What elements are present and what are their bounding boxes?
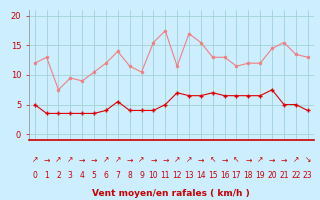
- Text: ↖: ↖: [233, 156, 240, 164]
- Text: 16: 16: [220, 171, 229, 180]
- Text: 20: 20: [267, 171, 277, 180]
- Text: 12: 12: [172, 171, 182, 180]
- Text: →: →: [162, 156, 168, 164]
- Text: 19: 19: [255, 171, 265, 180]
- Text: ↗: ↗: [115, 156, 121, 164]
- Text: ↗: ↗: [32, 156, 38, 164]
- Text: ↖: ↖: [210, 156, 216, 164]
- Text: ↗: ↗: [138, 156, 145, 164]
- Text: 18: 18: [244, 171, 253, 180]
- Text: 11: 11: [161, 171, 170, 180]
- Text: ↗: ↗: [257, 156, 263, 164]
- Text: 13: 13: [184, 171, 194, 180]
- Text: →: →: [281, 156, 287, 164]
- Text: 15: 15: [208, 171, 218, 180]
- Text: 14: 14: [196, 171, 206, 180]
- Text: →: →: [126, 156, 133, 164]
- Text: →: →: [44, 156, 50, 164]
- Text: ↗: ↗: [55, 156, 62, 164]
- Text: 5: 5: [92, 171, 97, 180]
- Text: ↗: ↗: [174, 156, 180, 164]
- Text: 17: 17: [232, 171, 241, 180]
- Text: 0: 0: [32, 171, 37, 180]
- Text: ↗: ↗: [292, 156, 299, 164]
- Text: 21: 21: [279, 171, 289, 180]
- Text: →: →: [269, 156, 275, 164]
- Text: →: →: [221, 156, 228, 164]
- Text: 7: 7: [116, 171, 120, 180]
- Text: ↗: ↗: [103, 156, 109, 164]
- Text: 10: 10: [148, 171, 158, 180]
- Text: ↘: ↘: [304, 156, 311, 164]
- Text: 22: 22: [291, 171, 300, 180]
- Text: ↗: ↗: [67, 156, 74, 164]
- Text: Vent moyen/en rafales ( km/h ): Vent moyen/en rafales ( km/h ): [92, 190, 250, 198]
- Text: 9: 9: [139, 171, 144, 180]
- Text: ↗: ↗: [186, 156, 192, 164]
- Text: 4: 4: [80, 171, 84, 180]
- Text: →: →: [150, 156, 156, 164]
- Text: →: →: [198, 156, 204, 164]
- Text: 2: 2: [56, 171, 61, 180]
- Text: 23: 23: [303, 171, 312, 180]
- Text: 6: 6: [103, 171, 108, 180]
- Text: →: →: [79, 156, 85, 164]
- Text: →: →: [245, 156, 252, 164]
- Text: 3: 3: [68, 171, 73, 180]
- Text: 1: 1: [44, 171, 49, 180]
- Text: →: →: [91, 156, 97, 164]
- Text: 8: 8: [127, 171, 132, 180]
